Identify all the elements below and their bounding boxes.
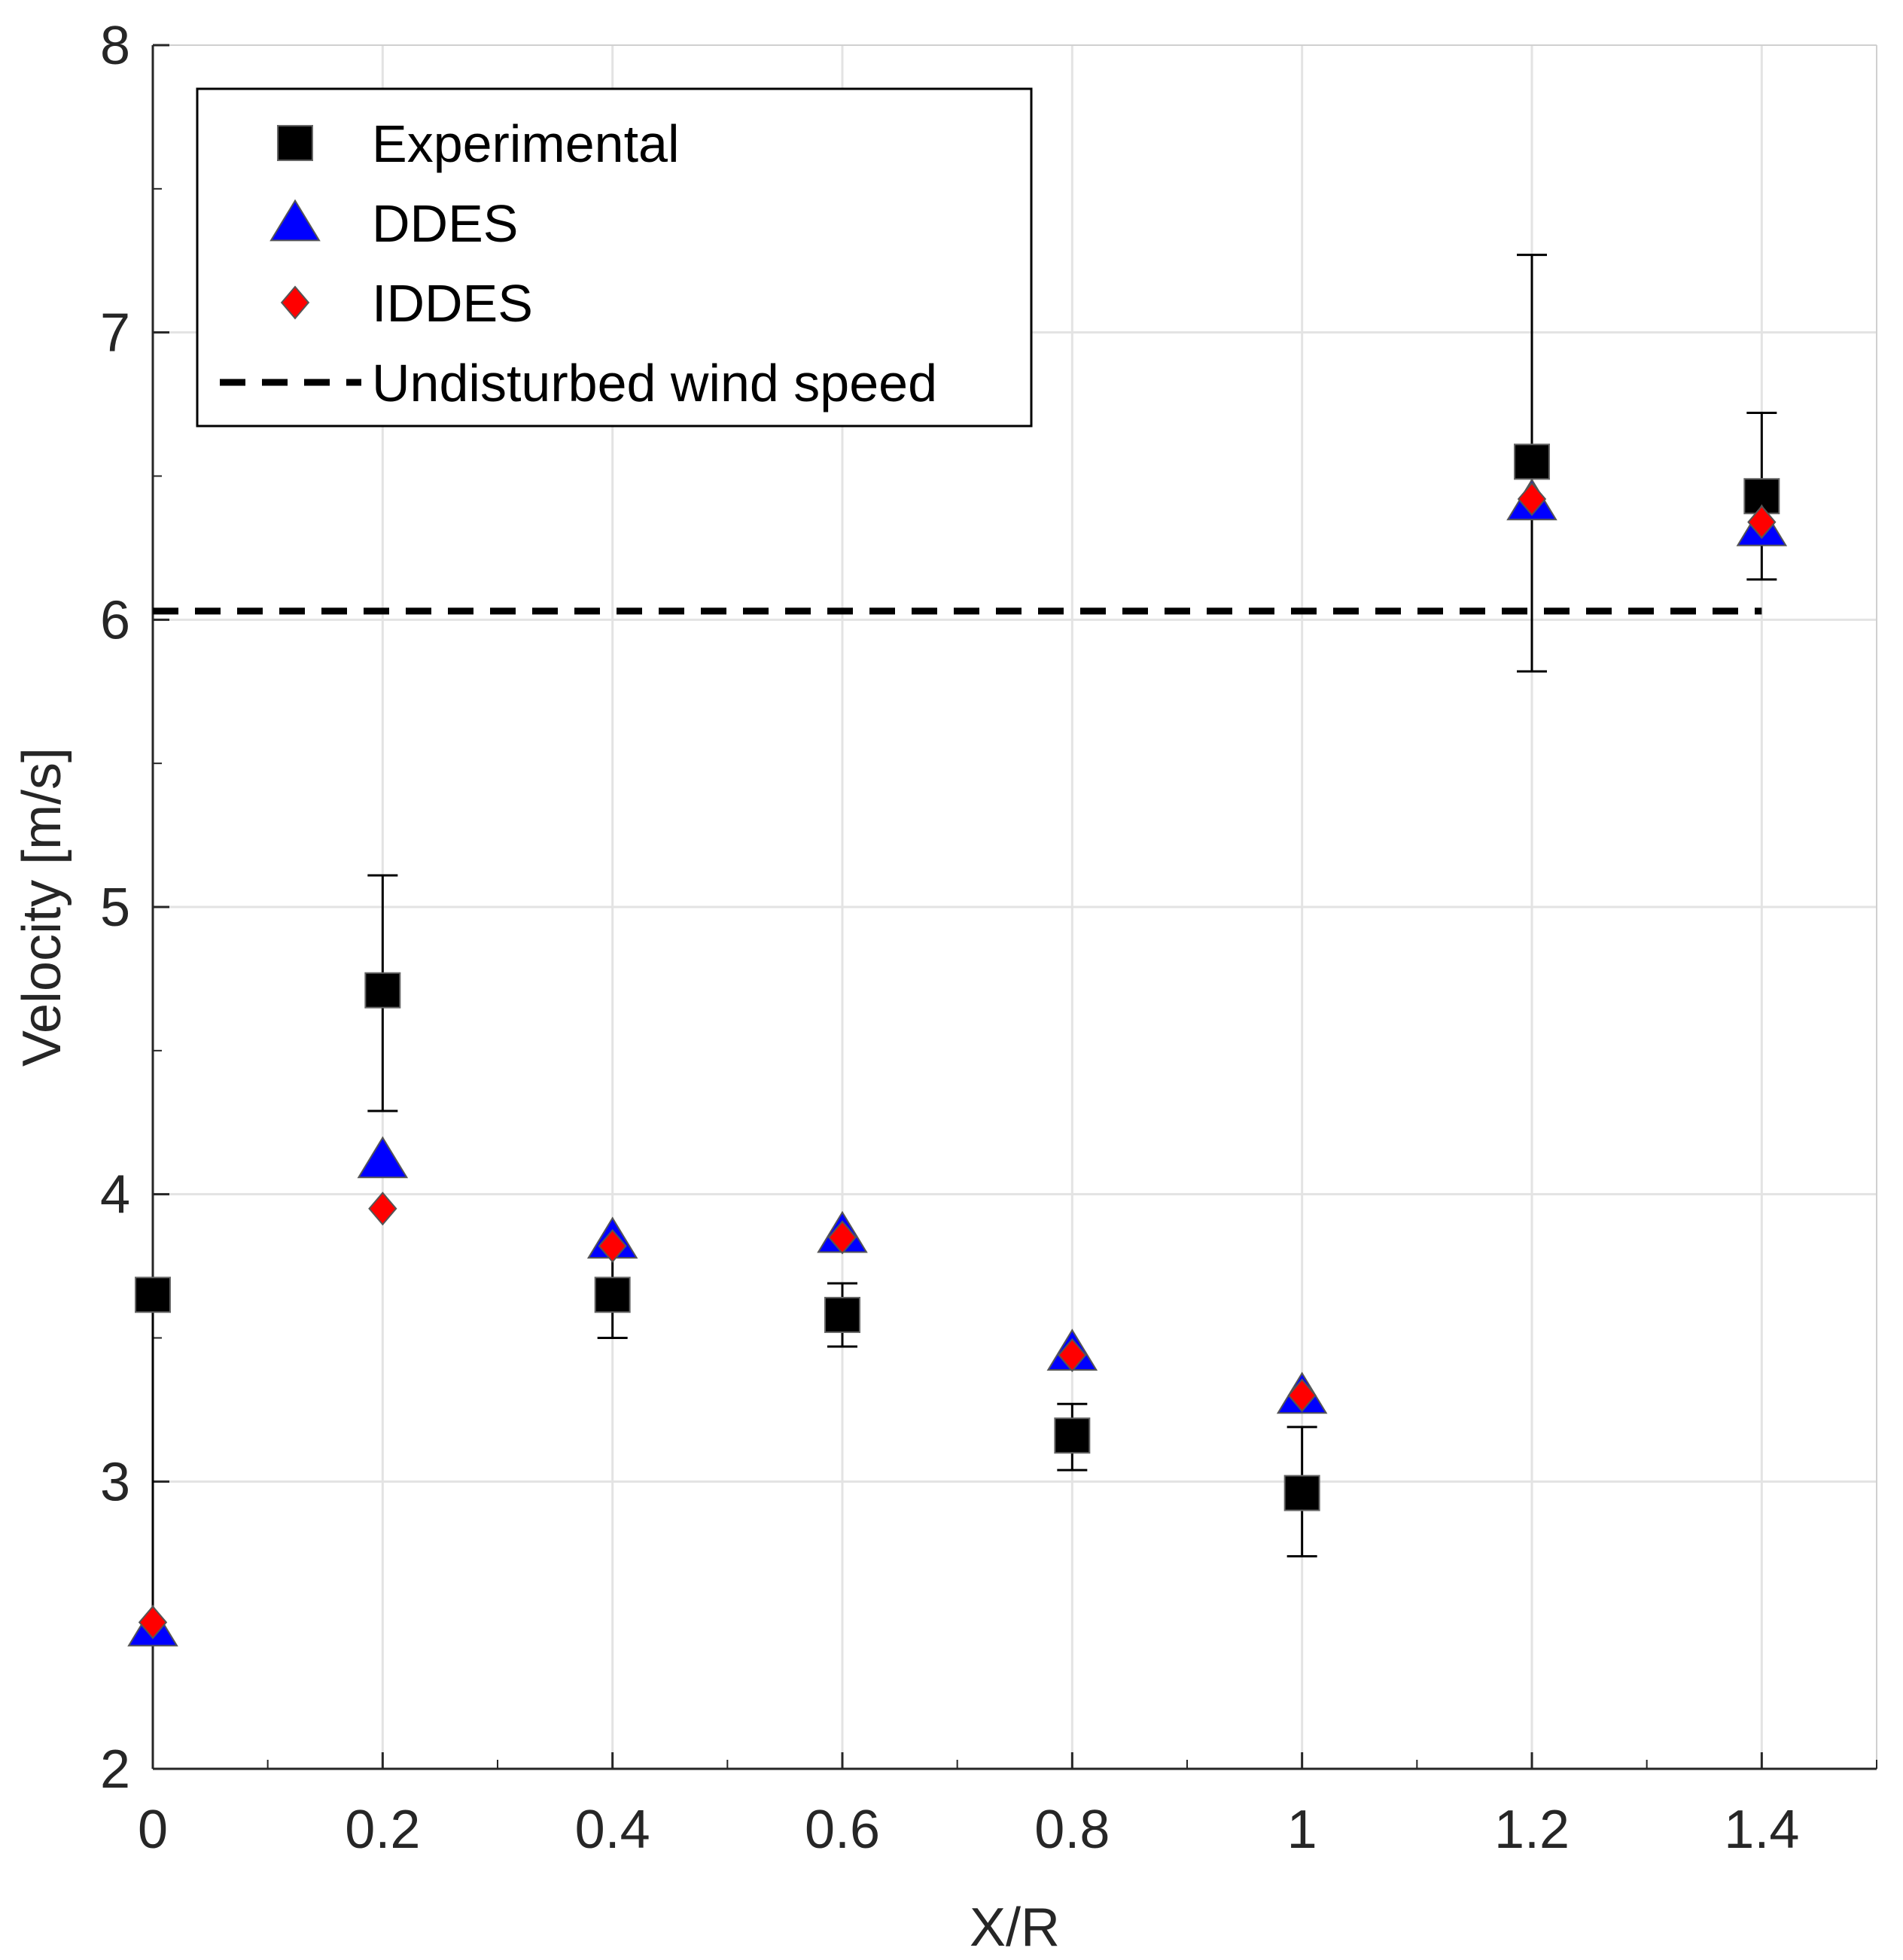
experimental-point — [135, 1277, 171, 1313]
iddes-point — [1517, 482, 1547, 516]
iddes-point — [368, 1192, 397, 1226]
iddes-point — [827, 1220, 857, 1255]
legend-experimental-label: Experimental — [372, 114, 680, 173]
iddes-point — [1058, 1338, 1087, 1372]
data-marks — [127, 254, 1788, 1647]
x-tick-label: 0 — [138, 1800, 168, 1860]
legend-experimental-swatch — [277, 125, 313, 161]
tick-labels: 0 0.2 0.4 0.6 0.8 1 1.2 1.4 2 3 4 5 6 7 8 — [100, 16, 1799, 1860]
experimental-point — [1054, 1417, 1091, 1454]
y-tick-label: 5 — [100, 878, 130, 938]
legend-iddes-label: IDDES — [372, 274, 533, 333]
legend-undisturbed-wind-speed-label: Undisturbed wind speed — [372, 354, 937, 412]
iddes-point — [598, 1228, 627, 1263]
experimental-point — [824, 1296, 860, 1333]
iddes-point — [1287, 1378, 1317, 1413]
y-tick-label: 8 — [100, 16, 130, 76]
y-tick-label: 6 — [100, 590, 130, 650]
x-tick-label: 1 — [1287, 1800, 1317, 1860]
x-tick-label: 0.4 — [575, 1800, 650, 1860]
y-tick-label: 3 — [100, 1452, 130, 1512]
y-tick-label: 7 — [100, 303, 130, 364]
iddes-point — [1747, 505, 1777, 540]
legend-iddes-swatch — [280, 285, 310, 320]
x-tick-label: 0.2 — [345, 1800, 420, 1860]
experimental-point — [1514, 443, 1550, 480]
x-tick-label: 1.4 — [1724, 1800, 1799, 1860]
iddes-point — [138, 1605, 168, 1639]
y-tick-label: 4 — [100, 1165, 130, 1225]
legend-items: Experimental DDES IDDES Undisturbed wind sp… — [220, 114, 937, 412]
legend-ddes-label: DDES — [372, 194, 518, 253]
legend: Experimental DDES IDDES Undisturbed wind sp… — [196, 87, 1033, 428]
y-axis-label: Velocity [m/s] — [12, 747, 72, 1067]
x-tick-label: 0.8 — [1034, 1800, 1110, 1860]
x-tick-label: 0.6 — [805, 1800, 880, 1860]
ddes-point — [357, 1136, 409, 1179]
legend-box — [196, 87, 1033, 428]
legend-ddes-swatch — [269, 199, 321, 242]
x-axis-label: X/R — [970, 1898, 1060, 1958]
y-tick-label: 2 — [100, 1739, 130, 1800]
x-tick-label: 1.2 — [1494, 1800, 1570, 1860]
experimental-point — [1283, 1475, 1320, 1511]
experimental-point — [364, 972, 401, 1009]
experimental-point — [594, 1277, 631, 1313]
